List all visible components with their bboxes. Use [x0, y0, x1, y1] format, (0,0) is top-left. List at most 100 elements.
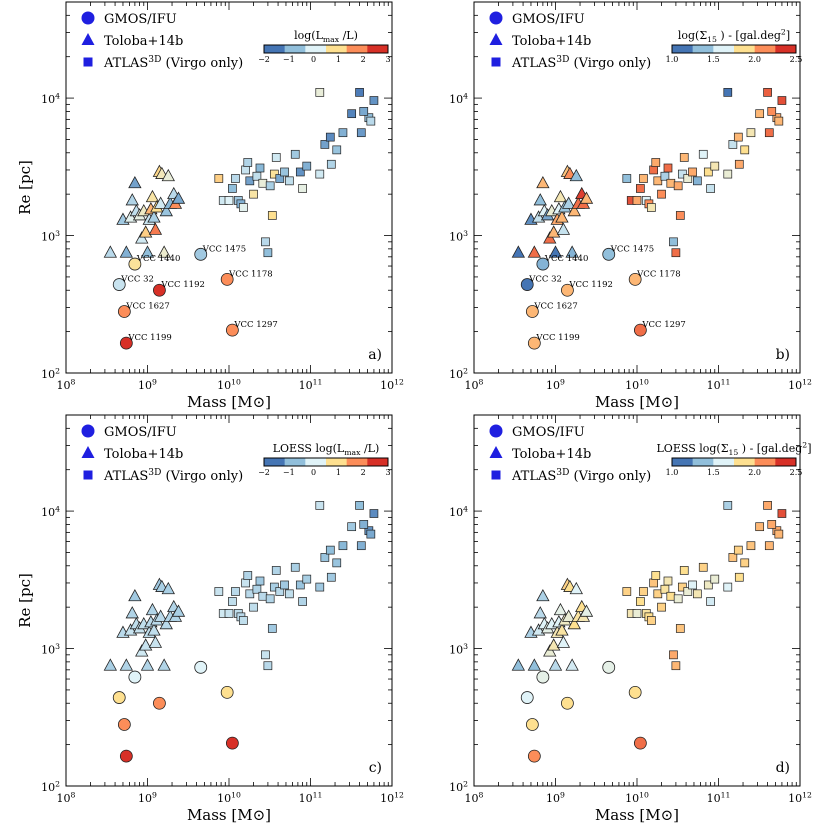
toloba-point: [157, 245, 171, 258]
atlas3d-point: [767, 107, 777, 116]
gmos-point: [527, 749, 541, 763]
y-axis-label: Re [pc]: [16, 160, 34, 215]
atlas3d-point: [653, 589, 663, 599]
x-tick-label: 1010: [217, 378, 241, 392]
toloba-point: [161, 168, 175, 182]
atlas3d-point: [723, 582, 733, 592]
atlas3d-point: [734, 572, 744, 582]
panel-label: b): [776, 347, 790, 363]
colorbar-frame: [671, 44, 797, 54]
legend-label: Toloba+14b: [512, 34, 591, 49]
colorbar-tick-label: 3: [385, 468, 390, 477]
colorbar-segment: [326, 45, 347, 53]
atlas3d-point: [728, 553, 738, 562]
legend-circle-marker: [489, 424, 503, 438]
atlas3d-point: [241, 578, 250, 588]
toloba-point: [139, 225, 153, 238]
atlas3d-point: [298, 184, 307, 193]
colorbar-tick-label: 2: [361, 468, 366, 477]
galaxy-annotation: VCC 1192: [568, 280, 612, 290]
atlas3d-point: [269, 582, 279, 592]
toloba-point: [555, 623, 569, 636]
legend-triangle-marker: [81, 33, 95, 45]
gmos-point: [602, 247, 616, 261]
toloba-point: [159, 203, 173, 217]
gmos-point: [112, 278, 126, 291]
atlas3d-point: [622, 587, 632, 596]
toloba-point: [147, 623, 161, 636]
x-tick-label: 108: [57, 378, 76, 392]
x-tick-label: 108: [57, 791, 76, 805]
galaxy-annotation: VCC 32: [120, 275, 154, 285]
atlas3d-point: [369, 96, 379, 105]
atlas3d-point: [706, 184, 715, 193]
atlas3d-point: [763, 501, 772, 510]
galaxy-annotation: VCC 1178: [636, 269, 680, 279]
atlas3d-point: [734, 159, 744, 169]
y-axis-label: Re [pc]: [16, 573, 34, 628]
colorbar-frame: [263, 457, 389, 467]
atlas3d-point: [258, 178, 268, 188]
atlas3d-point: [320, 553, 330, 562]
colorbar-segment: [367, 458, 389, 466]
atlas3d-point: [249, 189, 258, 199]
x-tick-label: 108: [465, 378, 484, 392]
atlas3d-point: [326, 572, 336, 582]
atlas3d-point: [698, 562, 708, 572]
atlas3d-point: [280, 167, 289, 177]
toloba-point: [171, 604, 186, 617]
atlas3d-point: [347, 109, 357, 119]
toloba-point: [147, 210, 161, 223]
legend-label: GMOS/IFU: [104, 12, 177, 27]
atlas3d-point: [263, 248, 273, 258]
gmos-point: [128, 670, 142, 684]
atlas3d-point: [267, 211, 277, 220]
toloba-point: [543, 644, 557, 657]
y-tick-label: 104: [449, 505, 468, 519]
toloba-point: [125, 193, 139, 206]
toloba-point: [533, 193, 547, 206]
toloba-point: [511, 245, 526, 258]
atlas3d-point: [639, 587, 648, 596]
toloba-point: [153, 609, 168, 622]
toloba-point: [171, 191, 186, 204]
colorbar-tick-label: −1: [283, 55, 295, 64]
toloba-point: [139, 638, 153, 651]
atlas3d-point: [224, 609, 234, 618]
atlas3d-point: [653, 176, 663, 186]
atlas3d-point: [258, 591, 268, 601]
toloba-point: [547, 225, 561, 238]
atlas3d-point: [755, 109, 765, 119]
atlas3d-point: [692, 176, 702, 186]
colorbar-segment: [367, 45, 389, 53]
toloba-point: [145, 189, 160, 203]
atlas3d-point: [677, 169, 687, 179]
gmos-point: [153, 283, 166, 297]
atlas3d-point: [228, 184, 237, 193]
x-tick-label: 1011: [299, 378, 323, 392]
gmos-point: [527, 336, 541, 350]
x-axis-label: Mass [M⊙]: [187, 393, 271, 411]
gmos-point: [561, 696, 574, 710]
atlas3d-point: [710, 574, 720, 584]
atlas3d-point: [315, 169, 325, 179]
toloba-point: [579, 604, 594, 617]
y-tick-label: 103: [449, 229, 468, 243]
gmos-point: [225, 323, 239, 337]
atlas3d-point: [231, 587, 240, 596]
galaxy-annotation: VCC 1440: [136, 254, 180, 264]
atlas3d-point: [657, 602, 666, 612]
colorbar-tick-label: −2: [258, 55, 270, 64]
x-tick-label: 1010: [217, 791, 241, 805]
toloba-point: [148, 222, 163, 235]
x-tick-label: 1011: [707, 378, 731, 392]
toloba-point: [565, 658, 579, 671]
galaxy-annotation: VCC 1440: [544, 254, 588, 264]
atlas3d-point: [298, 597, 307, 606]
toloba-point: [153, 196, 168, 209]
atlas3d-point: [241, 165, 250, 175]
galaxy-annotation: VCC 1199: [535, 333, 579, 343]
colorbar-tick-label: 1.0: [666, 55, 679, 64]
toloba-point: [128, 588, 142, 602]
